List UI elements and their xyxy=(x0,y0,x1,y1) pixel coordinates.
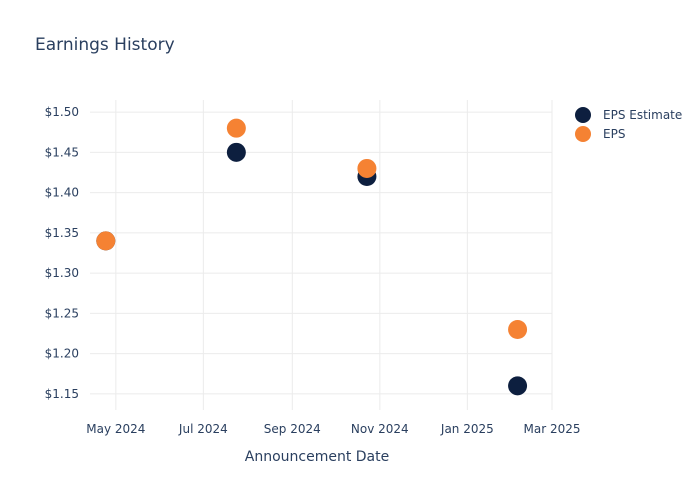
legend-marker-eps-estimate xyxy=(575,107,591,123)
x-tick-label: Sep 2024 xyxy=(264,422,321,436)
y-tick-label: $1.15 xyxy=(45,387,79,401)
y-tick-label: $1.20 xyxy=(45,347,79,361)
legend-label-eps-estimate: EPS Estimate xyxy=(603,108,682,122)
grid-lines xyxy=(90,100,553,410)
y-tick-label: $1.25 xyxy=(45,306,79,320)
x-tick-label: May 2024 xyxy=(86,422,145,436)
x-tick-label: Jan 2025 xyxy=(440,422,494,436)
eps-estimate-point xyxy=(508,376,528,396)
legend-label-eps: EPS xyxy=(603,127,625,141)
eps-point xyxy=(357,158,377,178)
x-tick-label: Nov 2024 xyxy=(351,422,409,436)
chart-title: Earnings History xyxy=(35,35,175,55)
x-axis-title: Announcement Date xyxy=(245,449,389,465)
eps-point xyxy=(96,231,116,251)
data-points xyxy=(96,118,528,396)
y-tick-label: $1.40 xyxy=(45,186,79,200)
legend-marker-eps xyxy=(575,126,591,142)
y-tick-label: $1.45 xyxy=(45,145,79,159)
y-tick-label: $1.35 xyxy=(45,226,79,240)
x-axis-ticks: May 2024 Jul 2024 Sep 2024 Nov 2024 Jan 2025… xyxy=(86,422,580,436)
y-axis-ticks: $1.15 $1.20 $1.25 $1.30 $1.35 $1.40 $1.45 $1.50 xyxy=(45,105,79,401)
y-tick-label: $1.30 xyxy=(45,266,79,280)
x-tick-label: Jul 2024 xyxy=(178,422,228,436)
legend: EPS Estimate EPS xyxy=(575,107,682,142)
eps-point xyxy=(508,319,528,339)
y-tick-label: $1.50 xyxy=(45,105,79,119)
eps-point xyxy=(226,118,246,138)
eps-estimate-point xyxy=(226,142,246,162)
x-tick-label: Mar 2025 xyxy=(524,422,581,436)
